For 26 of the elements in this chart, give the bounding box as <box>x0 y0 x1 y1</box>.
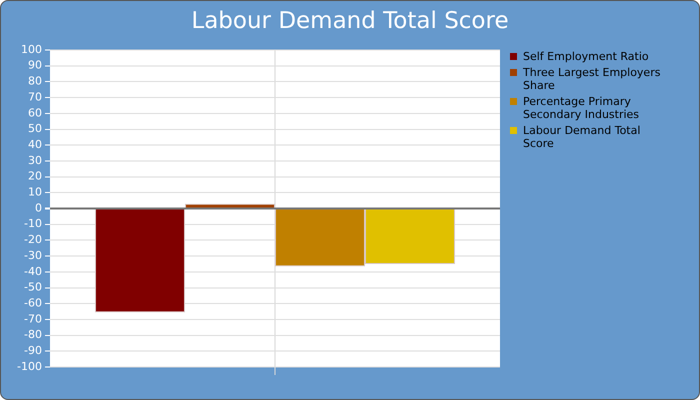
legend-label: Percentage Primary Secondary Industries <box>523 95 640 121</box>
y-tick-label: -10 <box>24 217 42 230</box>
y-tick-label: -100 <box>17 360 42 373</box>
y-tick-label: -20 <box>24 233 42 246</box>
y-tick-label: 0 <box>35 201 42 214</box>
chart-title: Labour Demand Total Score <box>190 8 510 34</box>
y-tick-label: -60 <box>24 296 42 310</box>
y-tick-label: -30 <box>24 248 42 262</box>
legend-label: Labour Demand Total Score <box>523 124 642 150</box>
y-tick-label: 90 <box>28 58 42 72</box>
y-tick-label: 100 <box>21 42 42 56</box>
y-tick-label: 20 <box>28 170 42 183</box>
y-tick-label: -40 <box>24 264 42 278</box>
legend-label: Self Employment Ratio <box>523 50 649 63</box>
y-tick-label: -90 <box>24 344 42 358</box>
y-tick-label: 40 <box>28 138 42 151</box>
y-tick-label: 60 <box>28 106 42 120</box>
y-tick-label: 80 <box>28 74 42 88</box>
legend-label: Three Largest Employers Share <box>523 66 662 92</box>
y-tick-label: 30 <box>28 154 42 167</box>
y-tick-label: 10 <box>28 186 42 199</box>
y-tick-label: -70 <box>24 312 42 326</box>
y-tick-label: -50 <box>24 280 42 294</box>
y-tick-label: 50 <box>28 122 42 136</box>
y-tick-label: -80 <box>24 328 42 342</box>
y-tick-label: 70 <box>28 90 42 104</box>
